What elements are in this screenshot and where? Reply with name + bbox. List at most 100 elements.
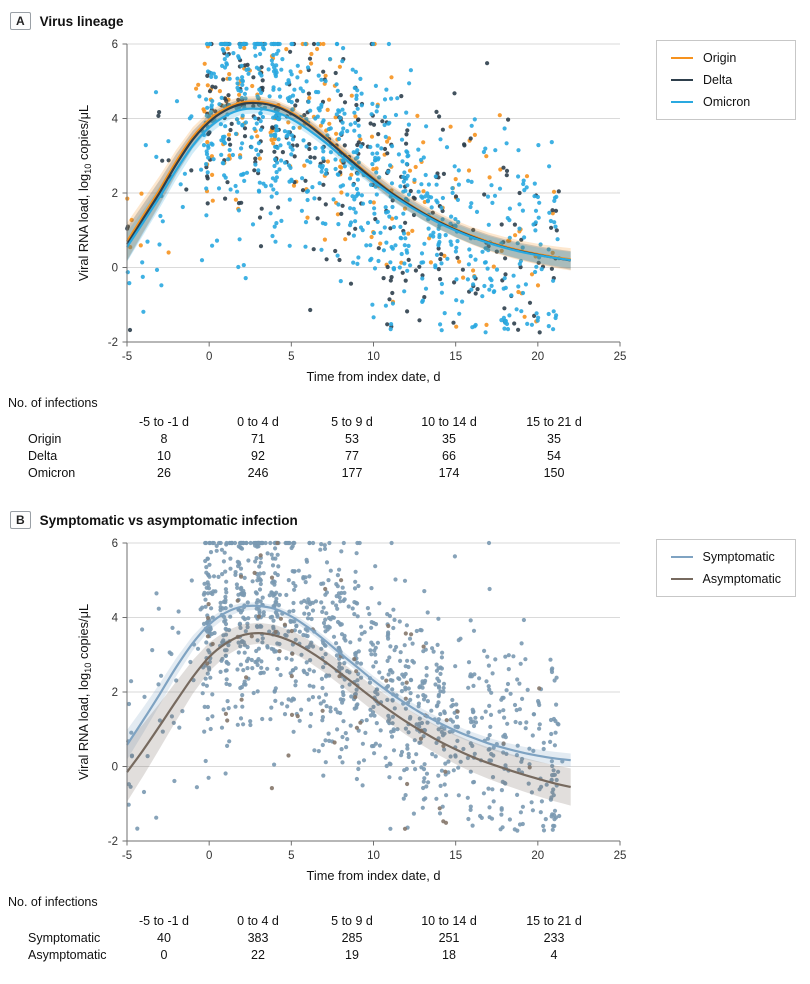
legend-swatch-origin: [671, 57, 693, 59]
row-label: Symptomatic: [28, 930, 101, 945]
legend-label: Asymptomatic: [702, 572, 782, 586]
svg-text:0: 0: [112, 263, 118, 275]
svg-text:15: 15: [449, 850, 462, 862]
table-cell: 285: [341, 930, 363, 945]
col-header: -5 to -1 d: [138, 414, 190, 429]
x-tick-labels: -5 0 5 10 15 20 25: [122, 850, 627, 862]
svg-text:6: 6: [112, 39, 118, 51]
legend-item-omicron: Omicron: [671, 95, 781, 109]
x-axis-title: Time from index date, d: [307, 868, 441, 883]
scatter-asymptomatic: [205, 540, 542, 831]
panel-a-header: A Virus lineage: [0, 6, 810, 34]
legend-label: Omicron: [703, 95, 751, 109]
panel-a-chart: -5 0 5 10 15 20 25 -2 0 2 4 6 Time from index date, …: [76, 39, 627, 384]
svg-text:2: 2: [112, 188, 118, 200]
y-axis-title: Viral RNA load, log10 copies/μL: [76, 105, 93, 281]
panel-b-tag: B: [10, 511, 31, 529]
table-cell: 54: [547, 448, 561, 463]
table-cell: 77: [345, 448, 359, 463]
table-cell: 251: [438, 930, 460, 945]
ci-band-symptomatic: [127, 602, 571, 767]
svg-text:4: 4: [112, 613, 119, 625]
legend-swatch-asymptomatic: [670, 578, 693, 580]
legend-swatch-delta: [671, 79, 693, 81]
row-label: Origin: [28, 431, 62, 446]
col-header: 0 to 4 d: [237, 913, 279, 928]
svg-text:4: 4: [112, 114, 119, 126]
panel-b-infections: No. of infections -5 to -1 d 0 to 4 d 5 to…: [0, 895, 810, 963]
legend-item-symptomatic: Symptomatic: [670, 550, 782, 564]
table-cell: 40: [157, 930, 171, 945]
scatter-symptomatic: [126, 540, 565, 833]
legend-item-asymptomatic: Asymptomatic: [670, 572, 782, 586]
table-cell: 18: [442, 947, 456, 962]
legend-label: Origin: [703, 51, 737, 65]
fit-line-asymptomatic: [126, 632, 571, 789]
svg-text:0: 0: [206, 850, 212, 862]
table-cell: 66: [442, 448, 456, 463]
fit-line-omicron: [126, 107, 571, 262]
y-tick-labels: -2 0 2 4 6: [108, 39, 119, 349]
ci-band-delta: [127, 98, 571, 270]
legend-item-origin: Origin: [671, 51, 781, 65]
panel-a-title: Virus lineage: [39, 13, 124, 29]
svg-text:-2: -2: [108, 836, 118, 848]
col-header: 5 to 9 d: [331, 913, 373, 928]
svg-text:25: 25: [614, 850, 627, 862]
table-cell: 35: [547, 431, 561, 446]
table-cell: 383: [247, 930, 269, 945]
panel-b-header: B Symptomatic vs asymptomatic infection: [0, 505, 810, 533]
axes: [122, 542, 621, 846]
infections-table-b: -5 to -1 d 0 to 4 d 5 to 9 d 10 to 14 d 15 t…: [0, 912, 810, 963]
axes: [122, 43, 621, 347]
col-header: 10 to 14 d: [421, 913, 477, 928]
svg-text:-5: -5: [122, 351, 132, 363]
svg-text:5: 5: [288, 351, 294, 363]
x-tick-labels: -5 0 5 10 15 20 25: [122, 351, 627, 363]
svg-text:15: 15: [449, 351, 462, 363]
y-axis-title: Viral RNA load, log10 copies/μL: [76, 604, 93, 780]
row-label: Asymptomatic: [28, 947, 107, 962]
panel-b: B Symptomatic vs asymptomatic infection …: [0, 505, 810, 963]
table-cell: 26: [157, 465, 171, 480]
col-header: 10 to 14 d: [421, 414, 477, 429]
table-cell: 10: [157, 448, 171, 463]
legend-label: Symptomatic: [702, 550, 775, 564]
legend-swatch-omicron: [671, 101, 693, 103]
svg-text:0: 0: [206, 351, 212, 363]
infections-table-a: -5 to -1 d 0 to 4 d 5 to 9 d 10 to 14 d 15 t…: [0, 413, 810, 481]
y-tick-labels: -2 0 2 4 6: [108, 538, 119, 848]
scatter-omicron: [125, 41, 562, 335]
x-axis-title: Time from index date, d: [307, 369, 441, 384]
table-cell: 174: [438, 465, 460, 480]
table-corner: [0, 413, 118, 430]
svg-text:25: 25: [614, 351, 627, 363]
table-cell: 150: [543, 465, 565, 480]
legend-swatch-symptomatic: [670, 556, 693, 558]
svg-text:20: 20: [531, 351, 544, 363]
ci-band-origin: [127, 96, 571, 271]
svg-text:2: 2: [112, 687, 118, 699]
ci-band-asymptomatic: [127, 622, 571, 806]
svg-text:10: 10: [367, 351, 380, 363]
table-cell: 4: [550, 947, 558, 962]
svg-text:5: 5: [288, 850, 294, 862]
table-cell: 71: [251, 431, 265, 446]
row-label: Delta: [28, 448, 58, 463]
table-cell: 177: [341, 465, 363, 480]
panel-a-chart-area: -5 0 5 10 15 20 25 -2 0 2 4 6 Time from index date, …: [0, 34, 810, 392]
panel-a-infections: No. of infections -5 to -1 d 0 to 4 d 5 to…: [0, 396, 810, 481]
table-cell: 19: [345, 947, 359, 962]
svg-text:20: 20: [531, 850, 544, 862]
table-cell: 246: [247, 465, 269, 480]
panel-b-title: Symptomatic vs asymptomatic infection: [39, 512, 298, 528]
table-cell: 233: [543, 930, 565, 945]
col-header: 5 to 9 d: [331, 414, 373, 429]
panel-b-chart-area: -5 0 5 10 15 20 25 -2 0 2 4 6 Time from index date, …: [0, 533, 810, 891]
svg-text:-5: -5: [122, 850, 132, 862]
panel-a-legend: Origin Delta Omicron: [656, 40, 796, 120]
table-cell: 0: [160, 947, 168, 962]
panel-b-chart: -5 0 5 10 15 20 25 -2 0 2 4 6 Time from index date, …: [76, 538, 627, 883]
svg-text:10: 10: [367, 850, 380, 862]
svg-text:0: 0: [112, 762, 118, 774]
